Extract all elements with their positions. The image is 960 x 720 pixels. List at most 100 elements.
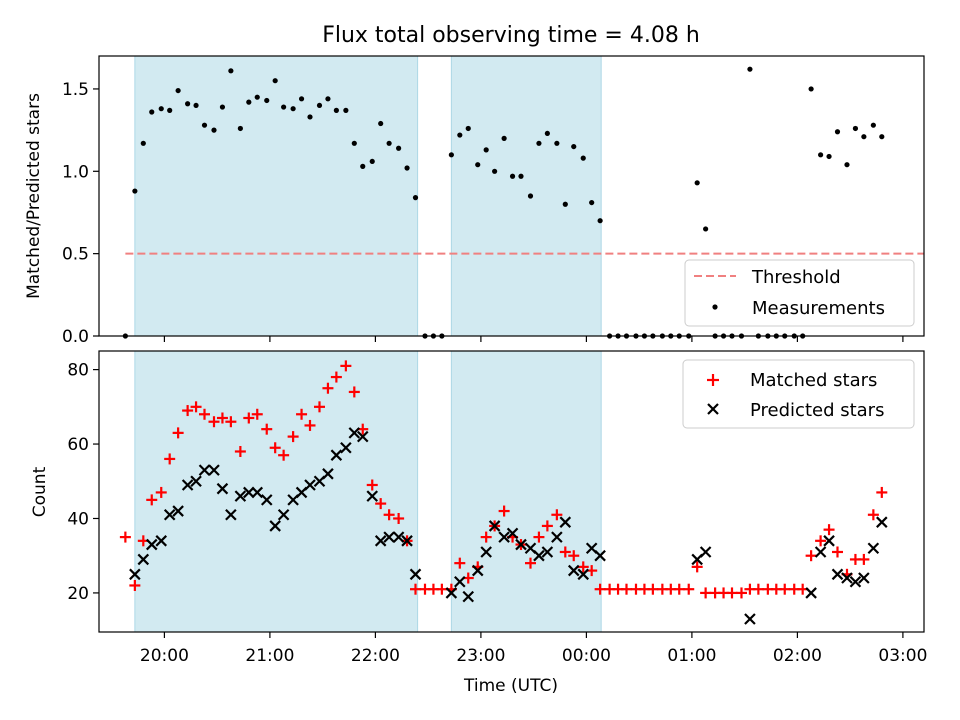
predicted-star-point bbox=[225, 508, 237, 521]
measurement-point bbox=[870, 122, 876, 128]
matched-star-point bbox=[409, 583, 421, 595]
predicted-star-point bbox=[198, 464, 211, 476]
predicted-star-point bbox=[392, 531, 405, 543]
measurement-point bbox=[228, 68, 234, 74]
matched-star-point bbox=[867, 509, 879, 521]
matched-star-point bbox=[735, 587, 747, 599]
predicted-star-point bbox=[163, 508, 176, 521]
matched-star-point bbox=[208, 416, 220, 428]
x-axis-label: Time (UTC) bbox=[463, 676, 558, 696]
matched-star-point bbox=[313, 401, 325, 413]
measurement-point bbox=[369, 158, 375, 165]
observing-window-band bbox=[134, 350, 419, 633]
observing-window-band bbox=[450, 55, 602, 337]
legend-measurements-label: Measurements bbox=[752, 298, 885, 319]
predicted-star-point bbox=[849, 575, 862, 588]
measurement-point bbox=[571, 143, 577, 150]
matched-star-point bbox=[234, 445, 246, 457]
x-tick-label: 22:00 bbox=[351, 646, 400, 666]
predicted-star-point bbox=[348, 427, 361, 439]
y-tick-label: 1.0 bbox=[62, 162, 89, 182]
measurement-point bbox=[509, 173, 516, 179]
count-x-ticks: 20:00 21:00 22:00 23:00 00:00 01:00 02:00 03:00 bbox=[140, 632, 927, 666]
measurement-point bbox=[158, 106, 164, 112]
legend-matched-label: Matched stars bbox=[750, 370, 877, 391]
predicted-star-point bbox=[876, 516, 888, 528]
measurement-point bbox=[694, 180, 700, 186]
measurement-point bbox=[264, 97, 270, 104]
measurement-point bbox=[254, 94, 260, 100]
matched-star-point bbox=[287, 431, 299, 443]
matched-star-point bbox=[383, 509, 395, 521]
observing-window-band bbox=[450, 350, 602, 633]
ratio-legend-box bbox=[684, 259, 915, 327]
count-panel: 20 40 60 80 20:00 21:00 22:00 23:00 00:00 01:00 0… bbox=[30, 350, 927, 696]
matched-star-point bbox=[340, 360, 352, 372]
measurement-point bbox=[527, 193, 534, 199]
predicted-star-point bbox=[814, 546, 827, 558]
measurement-point bbox=[465, 125, 471, 132]
matched-star-point bbox=[269, 442, 281, 454]
matched-star-point bbox=[726, 587, 738, 599]
predicted-star-point bbox=[374, 535, 387, 547]
count-y-ticks: 20 40 60 80 bbox=[67, 361, 99, 604]
matched-star-point bbox=[752, 583, 764, 595]
measurement-point bbox=[834, 129, 841, 135]
matched-star-point bbox=[779, 583, 791, 595]
predicted-star-point bbox=[454, 575, 466, 588]
predicted-star-point bbox=[383, 531, 395, 543]
x-tick-label: 03:00 bbox=[878, 646, 927, 666]
matched-star-point bbox=[815, 535, 827, 547]
ratio-legend: Threshold Measurements bbox=[684, 259, 915, 327]
ratio-y-ticks: 0.0 0.5 1.0 1.5 bbox=[62, 80, 99, 347]
measurement-point bbox=[149, 109, 155, 115]
measurement-point bbox=[861, 134, 867, 140]
predicted-star-point bbox=[234, 490, 247, 502]
x-tick-label: 01:00 bbox=[667, 646, 716, 666]
y-tick-label: 1.5 bbox=[62, 80, 89, 100]
predicted-star-point bbox=[831, 568, 844, 581]
predicted-star-point bbox=[277, 508, 290, 521]
measurement-point bbox=[351, 140, 357, 146]
measurement-point bbox=[475, 162, 481, 168]
predicted-star-point bbox=[137, 553, 150, 566]
predicted-star-point bbox=[366, 490, 379, 502]
matched-star-point bbox=[366, 479, 378, 491]
predicted-star-point bbox=[841, 572, 853, 584]
matched-star-point bbox=[243, 412, 255, 424]
measurement-point bbox=[852, 125, 859, 132]
x-tick-label: 23:00 bbox=[456, 646, 505, 666]
measurement-point bbox=[211, 127, 217, 133]
matched-star-point bbox=[330, 371, 342, 383]
matched-star-point bbox=[436, 583, 448, 595]
measurement-point bbox=[132, 188, 138, 194]
matched-star-point bbox=[577, 561, 589, 573]
measurement-point bbox=[343, 107, 349, 113]
measurement-point bbox=[307, 114, 313, 120]
measurement-point bbox=[818, 152, 824, 158]
predicted-star-point bbox=[251, 486, 264, 499]
matched-star-point bbox=[182, 405, 194, 417]
predicted-star-point bbox=[559, 516, 572, 528]
measurement-point bbox=[219, 104, 226, 110]
predicted-star-point bbox=[190, 475, 202, 488]
predicted-star-point bbox=[445, 587, 458, 599]
predicted-star-point bbox=[409, 568, 422, 581]
predicted-star-point bbox=[330, 449, 343, 461]
predicted-star-point bbox=[155, 535, 168, 547]
ratio-x-ticks bbox=[163, 336, 904, 342]
predicted-star-point bbox=[498, 531, 510, 543]
matched-star-point bbox=[498, 505, 510, 517]
matched-star-point bbox=[261, 423, 273, 435]
predicted-star-point bbox=[216, 482, 229, 495]
matched-star-point bbox=[190, 401, 202, 413]
matched-star-point bbox=[198, 408, 210, 420]
measurement-point bbox=[826, 153, 832, 160]
measurement-point bbox=[844, 162, 850, 168]
legend-threshold-label: Threshold bbox=[751, 267, 841, 288]
matched-star-point bbox=[673, 583, 685, 595]
matched-star-point bbox=[805, 550, 817, 562]
legend-predicted-swatch bbox=[707, 403, 719, 415]
predicted-star-point bbox=[243, 486, 255, 499]
